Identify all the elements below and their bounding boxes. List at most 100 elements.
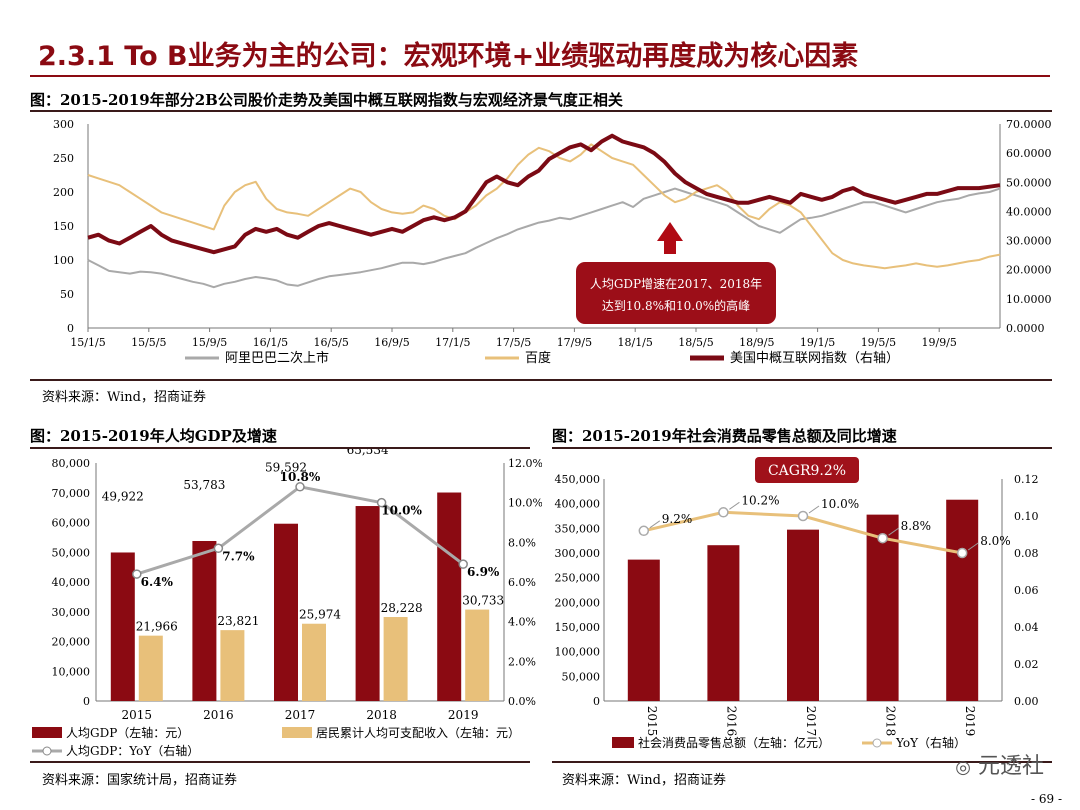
x-tick-label: 2015 xyxy=(645,706,659,737)
gdp-value-label: 59,592 xyxy=(265,461,307,475)
yoy-point xyxy=(956,547,968,559)
y-right-tick: 50.0000 xyxy=(1006,176,1052,189)
y-right-tick: 60.0000 xyxy=(1006,147,1052,160)
x-tick-label: 15/1/5 xyxy=(70,336,105,349)
y-right-tick: 2.0% xyxy=(508,655,536,668)
annotation-box xyxy=(576,262,776,324)
yoy-point xyxy=(132,569,142,579)
series-line-0 xyxy=(87,187,1001,289)
y-left-tick: 60,000 xyxy=(52,517,91,530)
gdp-bar xyxy=(274,523,298,701)
y-left-tick: 200,000 xyxy=(555,596,601,609)
y-right-tick: 8.0% xyxy=(508,536,536,549)
yoy-point xyxy=(877,532,888,544)
yoy-point xyxy=(797,510,809,522)
y-right-tick: 0.0000 xyxy=(1006,322,1045,335)
retail-bar xyxy=(866,514,899,701)
gdp-bar xyxy=(192,540,217,701)
x-tick-label: 18/9/5 xyxy=(739,336,774,349)
yoy-point xyxy=(718,507,729,518)
watermark: ◎ 元透社 xyxy=(955,748,1044,780)
annotation-line-2: 达到10.8%和10.0%的高峰 xyxy=(602,298,750,313)
y-left-tick: 300,000 xyxy=(555,547,601,560)
y-left-tick: 450,000 xyxy=(555,473,601,486)
y-left-tick: 400,000 xyxy=(555,498,601,511)
yoy-value-label: 7.7% xyxy=(222,549,255,563)
income-value-label: 23,821 xyxy=(217,614,259,628)
x-tick-label: 2016 xyxy=(203,708,234,722)
y-right-tick: 70.0000 xyxy=(1006,118,1052,131)
legend-label-retail: 社会消费品零售总额（左轴：亿元） xyxy=(638,735,830,750)
gdp-bar xyxy=(437,492,462,701)
x-tick-label: 18/5/5 xyxy=(678,336,713,349)
yoy-value-label: 8.8% xyxy=(901,519,932,533)
yoy-leader-line xyxy=(808,505,820,514)
y-left-tick: 250 xyxy=(53,152,74,165)
yoy-leader-line xyxy=(649,520,661,529)
y-left-tick: 50 xyxy=(60,288,74,301)
legend-label-gdp: 人均GDP（左轴：元） xyxy=(66,725,189,740)
watermark-text: 元透社 xyxy=(977,754,1044,779)
up-arrow-icon xyxy=(657,222,683,254)
retail-bar xyxy=(627,559,660,701)
retail-bar xyxy=(707,545,740,701)
x-tick-label: 2019 xyxy=(963,706,977,737)
y-right-tick: 12.0% xyxy=(508,457,542,470)
yoy-value-label: 8.0% xyxy=(980,534,1011,548)
x-tick-label: 19/5/5 xyxy=(861,336,896,349)
chart3-bottom-rule xyxy=(552,761,1052,763)
y-right-tick: 40.0000 xyxy=(1006,205,1052,218)
income-value-label: 28,228 xyxy=(381,601,423,615)
gdp-value-label: 49,922 xyxy=(102,489,144,503)
legend-label-yoy: YoY（右轴） xyxy=(895,735,966,750)
legend-label-yoy: 人均GDP：YoY（右轴） xyxy=(66,743,199,758)
title-divider xyxy=(30,75,1050,77)
x-tick-label: 16/5/5 xyxy=(313,336,348,349)
yoy-point xyxy=(376,497,387,508)
wechat-icon: ◎ xyxy=(955,757,971,778)
chart2-source: 资料来源：国家统计局，招商证券 xyxy=(42,773,238,788)
x-tick-label: 16/9/5 xyxy=(374,336,409,349)
chart1-bottom-rule xyxy=(30,379,1052,381)
y-right-tick: 6.0% xyxy=(508,576,536,589)
y-right-tick: 20.0000 xyxy=(1006,264,1052,277)
yoy-value-label: 6.9% xyxy=(467,565,500,579)
x-tick-label: 2019 xyxy=(448,708,479,722)
x-tick-label: 15/9/5 xyxy=(192,336,227,349)
gdp-bar xyxy=(110,552,135,701)
yoy-leader-line xyxy=(888,527,899,536)
page-title: 2.3.1 To B业务为主的公司：宏观环境+业绩驱动再度成为核心因素 xyxy=(38,41,859,72)
y-right-tick: 0.08 xyxy=(1014,547,1039,560)
legend-label-1: 百度 xyxy=(525,350,551,366)
x-tick-label: 17/9/5 xyxy=(557,336,592,349)
y-left-tick: 250,000 xyxy=(555,572,601,585)
y-right-tick: 0.0% xyxy=(508,695,536,708)
series-line-1 xyxy=(87,143,1001,270)
x-tick-label: 2016 xyxy=(724,706,738,737)
chart2-heading: 图：2015-2019年人均GDP及增速 xyxy=(30,427,277,445)
income-value-label: 30,733 xyxy=(462,594,504,608)
yoy-value-label: 10.2% xyxy=(741,493,779,507)
income-value-label: 25,974 xyxy=(299,608,341,622)
y-left-tick: 10,000 xyxy=(52,665,91,678)
y-left-tick: 350,000 xyxy=(555,522,601,535)
x-tick-label: 17/1/5 xyxy=(435,336,470,349)
yoy-leader-line xyxy=(967,542,979,551)
chart1-source: 资料来源：Wind，招商证券 xyxy=(42,390,206,405)
y-left-tick: 20,000 xyxy=(52,636,91,649)
annotation-line-1: 人均GDP增速在2017、2018年 xyxy=(590,277,762,291)
chart3-top-rule xyxy=(552,447,1052,449)
x-tick-label: 2018 xyxy=(884,706,898,737)
y-left-tick: 0 xyxy=(83,695,90,708)
chart1-top-rule xyxy=(30,110,1052,112)
chart2-bottom-rule xyxy=(30,761,530,763)
y-left-tick: 150,000 xyxy=(555,621,601,634)
chart1-heading: 图：2015-2019年部分2B公司股价走势及美国中概互联网指数与宏观经济景气度… xyxy=(30,91,623,109)
chart2-top-rule xyxy=(30,447,530,449)
page-number: - 69 - xyxy=(1030,792,1062,806)
x-tick-label: 15/5/5 xyxy=(131,336,166,349)
income-bar xyxy=(138,635,163,701)
cagr-text: CAGR9.2% xyxy=(768,463,846,479)
x-tick-label: 16/1/5 xyxy=(253,336,288,349)
income-bar xyxy=(383,617,408,701)
